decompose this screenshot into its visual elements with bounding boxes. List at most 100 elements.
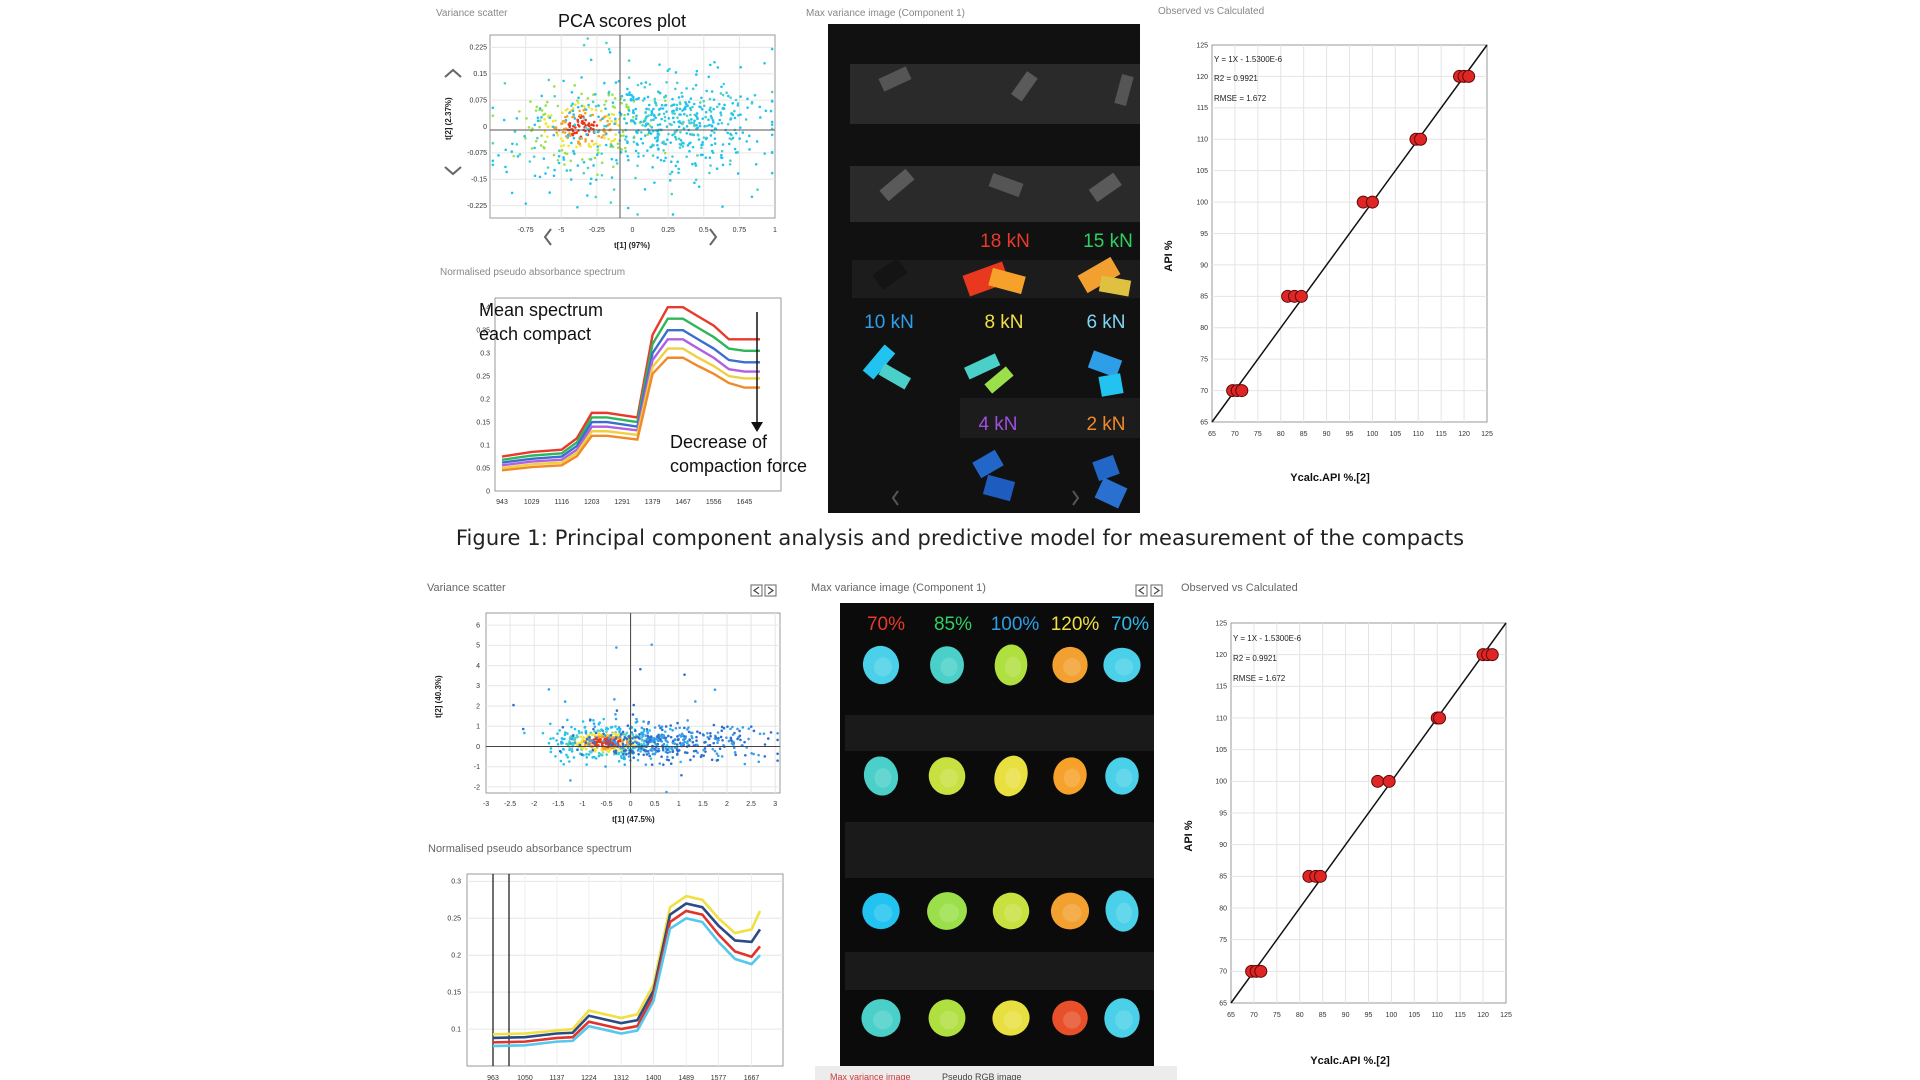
score-point — [756, 188, 759, 191]
score-point — [570, 747, 574, 751]
score-point — [534, 140, 538, 143]
fig2-spectrum-x-tick-label: 1667 — [744, 1075, 760, 1080]
score-point — [671, 756, 675, 759]
score-point — [584, 741, 588, 745]
next-page-button[interactable] — [764, 584, 777, 597]
score-point — [701, 733, 705, 736]
score-point — [677, 167, 680, 171]
score-point — [631, 741, 635, 745]
scroll-right-icon[interactable] — [709, 228, 718, 246]
score-point — [577, 141, 580, 144]
fig2-scatter-x-tick-label: -2 — [531, 801, 537, 808]
score-point — [668, 67, 671, 71]
scroll-down-icon[interactable] — [444, 166, 462, 176]
score-point — [625, 93, 629, 96]
score-point — [552, 125, 555, 129]
score-point — [646, 149, 649, 152]
score-point — [753, 93, 757, 97]
score-point — [568, 760, 571, 763]
fig1-spectrum-x-tick-label: 1029 — [524, 499, 540, 506]
score-point — [585, 753, 588, 756]
fig2-scatter-y-tick-label: -1 — [474, 764, 480, 771]
image-prev-button[interactable] — [1135, 584, 1148, 597]
score-point — [741, 726, 745, 729]
score-point — [666, 69, 670, 72]
score-point — [612, 139, 616, 142]
score-point — [584, 138, 587, 141]
score-point — [568, 747, 572, 750]
score-point — [592, 719, 595, 722]
score-point — [695, 743, 699, 747]
tablet-highlight — [873, 1010, 893, 1030]
score-point — [656, 156, 659, 159]
score-point — [687, 100, 691, 104]
score-point — [657, 147, 660, 150]
score-point — [688, 149, 691, 153]
score-point — [639, 137, 643, 141]
score-point — [734, 753, 738, 757]
score-point — [512, 703, 515, 707]
score-point — [667, 758, 671, 762]
score-point — [631, 713, 635, 716]
score-point — [694, 83, 698, 87]
score-point — [608, 50, 612, 54]
image-next-button[interactable] — [1150, 584, 1163, 597]
score-point — [674, 726, 678, 730]
image-prev-icon[interactable] — [891, 490, 899, 506]
score-point — [580, 739, 584, 742]
score-point — [573, 123, 577, 127]
score-point — [758, 732, 762, 736]
score-point — [645, 727, 649, 731]
fig2-regression-x-tick-label: 110 — [1432, 1012, 1443, 1019]
prev-page-button[interactable] — [750, 584, 763, 597]
score-point — [585, 763, 588, 766]
score-point — [528, 160, 532, 163]
score-point — [611, 93, 614, 96]
observed-point — [1294, 289, 1308, 303]
fig1-regression-x-tick-label: 95 — [1346, 431, 1354, 438]
score-point — [700, 143, 703, 147]
score-point — [658, 63, 661, 66]
tab-pseudo-rgb-image[interactable]: Pseudo RGB image — [942, 1072, 1022, 1080]
score-point — [560, 740, 563, 744]
score-point — [690, 117, 693, 121]
gray-compact — [878, 66, 912, 92]
spectrum-line-18kn — [501, 305, 760, 458]
score-point — [632, 98, 635, 101]
scroll-up-icon[interactable] — [444, 68, 462, 78]
score-point — [638, 733, 641, 736]
score-point — [626, 87, 629, 91]
score-point — [583, 121, 586, 125]
score-point — [584, 747, 588, 751]
score-point — [647, 114, 650, 117]
score-point — [713, 60, 716, 64]
image-next-icon[interactable] — [1072, 490, 1080, 506]
score-point — [717, 738, 720, 742]
score-point — [635, 717, 638, 721]
score-point — [543, 112, 547, 116]
score-point — [570, 132, 574, 136]
fig2-scatter-plot-area — [485, 612, 781, 794]
score-point — [554, 126, 558, 129]
score-point — [552, 133, 556, 137]
score-point — [628, 91, 631, 94]
fig2-scatter-x-tick-label: 1 — [677, 801, 681, 808]
fig2-image-band-1 — [845, 715, 1154, 751]
gray-compact — [1088, 172, 1122, 203]
score-point — [647, 108, 651, 111]
score-point — [515, 142, 519, 146]
score-point — [694, 700, 697, 703]
score-point — [665, 80, 668, 84]
score-point — [563, 731, 567, 734]
score-point — [594, 757, 598, 760]
score-point — [656, 135, 659, 139]
scroll-left-icon[interactable] — [543, 228, 552, 246]
fig2-spectrum-x-tick-label: 1224 — [581, 1075, 597, 1080]
score-point — [578, 137, 582, 140]
score-point — [607, 742, 610, 746]
tab-max-variance-image[interactable]: Max variance image — [830, 1072, 911, 1080]
score-point — [622, 134, 625, 137]
score-point — [577, 101, 580, 105]
score-point — [728, 163, 732, 166]
fig1-spectrum-annotation-1: Mean spectrum — [479, 300, 603, 320]
